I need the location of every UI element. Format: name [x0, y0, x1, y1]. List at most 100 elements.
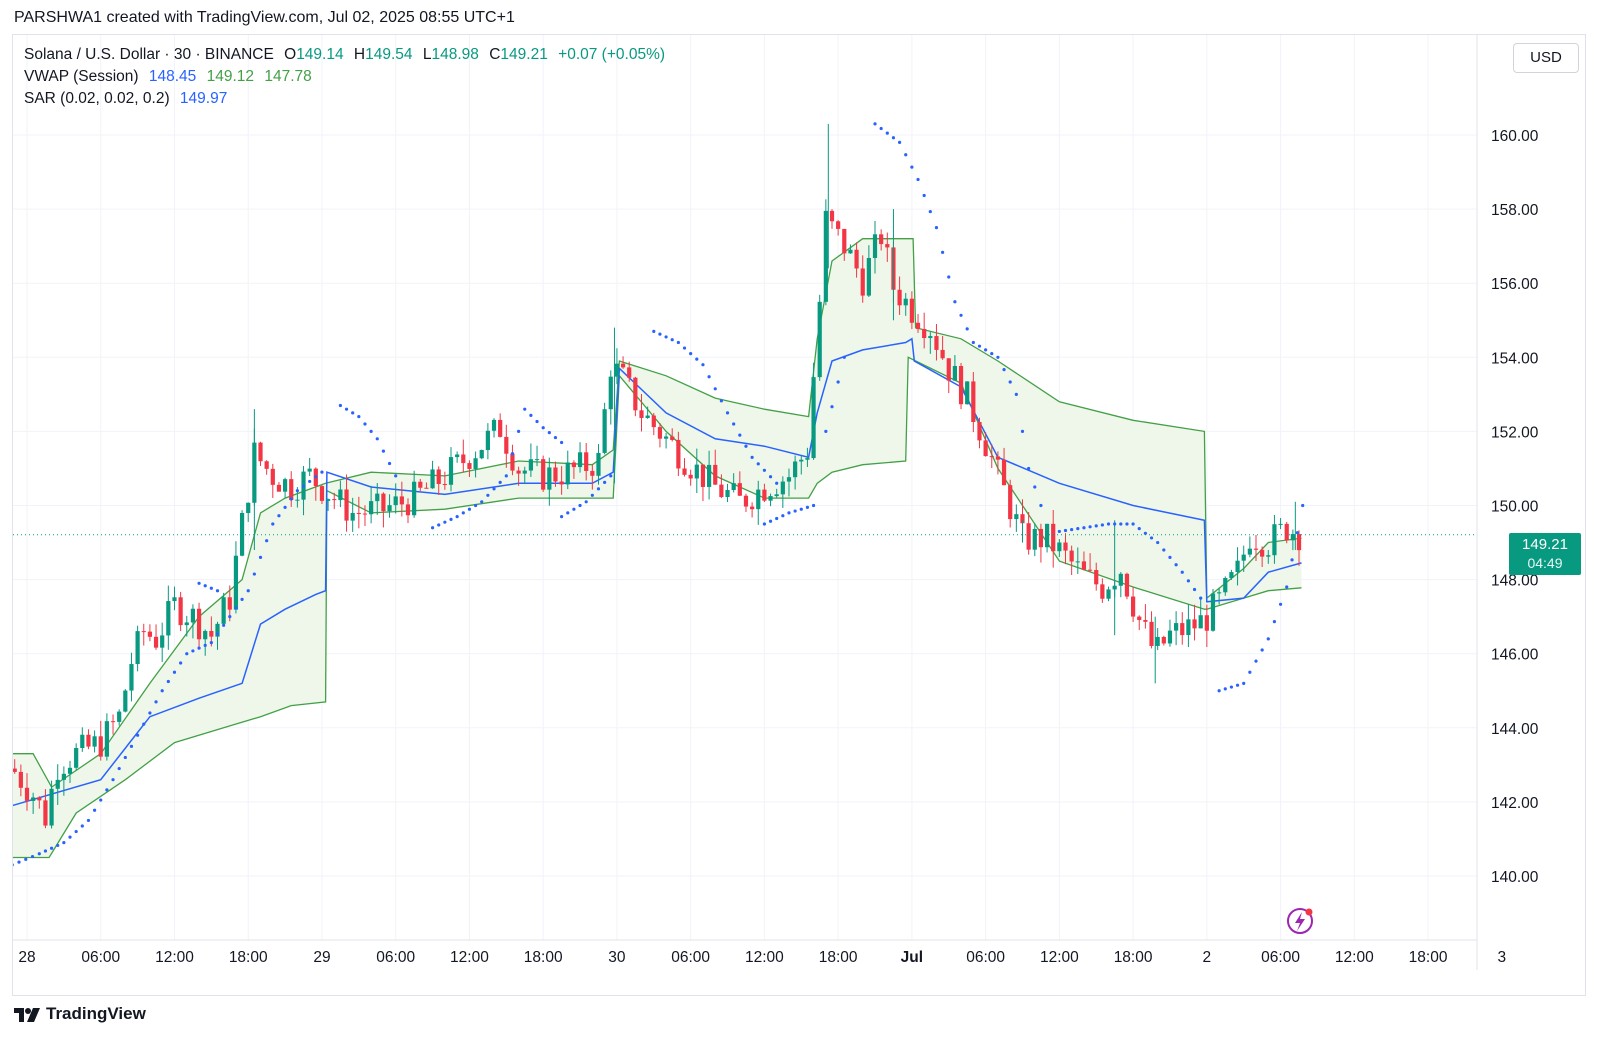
- candle-body: [1106, 589, 1111, 599]
- candle-body: [375, 493, 380, 502]
- sar-dot: [215, 589, 220, 593]
- sar-dot: [498, 480, 502, 484]
- sar-dot: [996, 355, 1000, 359]
- candle-body: [338, 489, 343, 501]
- y-tick-label: 148.00: [1491, 573, 1539, 590]
- sar-dot: [1260, 648, 1264, 652]
- candle-body: [270, 468, 275, 485]
- sar-dot: [1119, 522, 1123, 526]
- sar-dot: [572, 507, 576, 511]
- sar-dot: [160, 689, 164, 693]
- sar-dot: [437, 523, 441, 527]
- candle-body: [989, 456, 994, 458]
- sar-dot: [394, 474, 398, 478]
- sar-dot: [1076, 527, 1080, 531]
- candle-body: [49, 788, 54, 826]
- candle-body: [1008, 485, 1013, 520]
- candle-body: [1131, 596, 1136, 617]
- x-tick-label: 12:00: [745, 949, 784, 966]
- sar-dot: [1106, 522, 1111, 526]
- sar-dot: [824, 429, 828, 433]
- candle-body: [98, 736, 103, 757]
- sar-dot: [1057, 529, 1061, 534]
- candle-body: [922, 328, 927, 339]
- sar-dot: [953, 300, 957, 304]
- sar-dot: [37, 852, 41, 856]
- y-tick-label: 146.00: [1491, 647, 1539, 664]
- sar-dot: [351, 411, 355, 415]
- candle-body: [405, 504, 411, 516]
- sar-dot: [1248, 670, 1252, 674]
- sar-dot: [609, 474, 613, 478]
- sar-dot: [670, 338, 674, 342]
- candle-body: [227, 597, 232, 610]
- sar-dot: [928, 209, 932, 214]
- sar-dot: [13, 863, 14, 867]
- candle-body: [608, 376, 613, 410]
- sar-dot: [1088, 525, 1092, 529]
- candle-body: [1253, 548, 1259, 550]
- sar-dot: [584, 500, 588, 504]
- candle-body: [18, 771, 23, 788]
- candle-body: [1235, 560, 1240, 573]
- sar-dot: [689, 351, 693, 356]
- sar-dot: [1278, 602, 1283, 606]
- sar-dot: [1020, 429, 1025, 433]
- candle-body: [1260, 549, 1265, 557]
- candle-body: [958, 365, 964, 405]
- legend-vwap-row[interactable]: VWAP (Session) 148.45 149.12 147.78: [24, 68, 318, 86]
- candle-body: [1198, 615, 1203, 629]
- candle-body: [934, 336, 939, 350]
- candle-body: [436, 469, 441, 485]
- sar-dot: [590, 493, 594, 497]
- sar-dot: [68, 835, 72, 839]
- legend-symbol[interactable]: Solana / U.S. Dollar · 30 · BINANCE: [24, 46, 274, 63]
- candle-body: [1296, 534, 1302, 551]
- candle-body: [1026, 523, 1031, 550]
- candle-body: [823, 210, 828, 302]
- sar-dot: [1100, 523, 1104, 527]
- currency-button[interactable]: USD: [1513, 43, 1579, 73]
- candle-body: [362, 513, 368, 515]
- sar-dot: [695, 357, 699, 361]
- candle-body: [418, 481, 423, 488]
- candle-body: [110, 721, 116, 723]
- x-tick-label: 12:00: [155, 949, 194, 966]
- tradingview-logo[interactable]: TradingView: [14, 1004, 146, 1024]
- legend-sar-value: 149.97: [179, 90, 228, 107]
- candle-body: [1100, 584, 1105, 599]
- legend-close-label: C: [489, 46, 501, 63]
- candle-body: [1210, 593, 1216, 631]
- candle-body: [633, 377, 638, 411]
- candle-body: [1217, 592, 1222, 594]
- legend-sar-row[interactable]: SAR (0.02, 0.02, 0.2) 149.97: [24, 90, 233, 108]
- candle-body: [836, 221, 841, 229]
- y-tick-label: 150.00: [1491, 499, 1539, 516]
- candle-body: [467, 463, 472, 469]
- sar-dot: [836, 380, 840, 384]
- sar-dot: [467, 507, 472, 511]
- sar-dot: [1174, 563, 1178, 567]
- sar-dot: [344, 407, 349, 411]
- candle-body: [614, 363, 620, 377]
- candle-body: [940, 349, 945, 359]
- candle-body: [946, 358, 951, 381]
- sar-dot: [682, 346, 687, 350]
- sar-dot: [971, 340, 975, 345]
- candle-body: [295, 499, 300, 501]
- sar-dot: [1301, 503, 1305, 508]
- sar-dot: [486, 493, 490, 497]
- sar-dot: [1272, 619, 1277, 624]
- x-tick-label: 29: [313, 949, 330, 966]
- candle-body: [909, 298, 914, 323]
- notification-dot: [1305, 908, 1313, 916]
- candle-body: [541, 459, 546, 490]
- sar-dot: [990, 351, 994, 356]
- candle-body: [393, 496, 398, 506]
- sar-dot: [289, 497, 293, 501]
- candle-body: [848, 249, 853, 254]
- candle-body: [307, 468, 312, 472]
- candle-body: [547, 467, 552, 490]
- sar-dot: [947, 275, 951, 279]
